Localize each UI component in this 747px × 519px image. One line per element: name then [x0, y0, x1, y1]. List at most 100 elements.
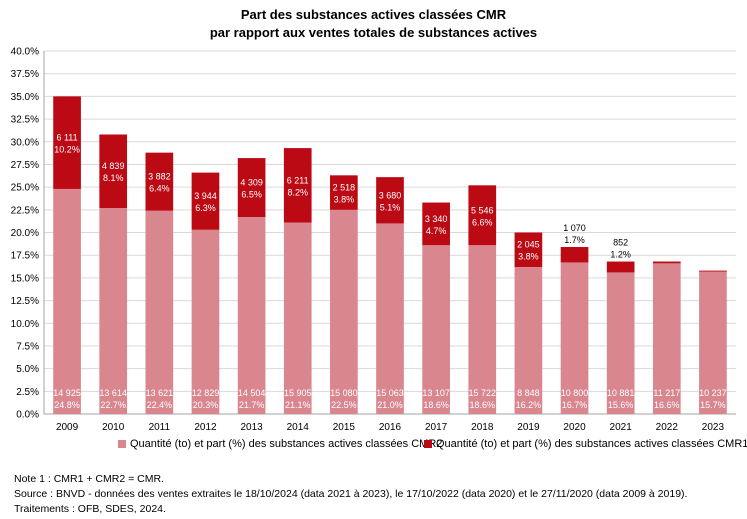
note-line: Note 1 : CMR1 + CMR2 = CMR. — [14, 473, 164, 485]
data-label-cmr1-qty: 1 070 — [563, 223, 586, 233]
data-label-cmr1-qty: 3 882 — [148, 172, 171, 182]
bar-cmr1 — [606, 261, 635, 273]
x-tick-label: 2015 — [333, 422, 356, 433]
data-label-cmr1-pct: 1.2% — [610, 250, 631, 260]
chart-title-line-1: Part des substances actives classées CMR — [240, 7, 507, 22]
data-label-cmr2-pct: 16.2% — [516, 400, 542, 410]
data-label-cmr2-qty: 10 800 — [561, 388, 589, 398]
data-label-cmr2-pct: 15.6% — [608, 400, 634, 410]
data-label-cmr1-pct: 10.2% — [54, 145, 80, 155]
data-label-cmr2-pct: 24.8% — [54, 400, 80, 410]
data-label-cmr1-pct: 8.1% — [103, 173, 124, 183]
bar-cmr2 — [514, 266, 543, 414]
data-label-cmr2-qty: 13 614 — [99, 388, 127, 398]
bar-cmr2 — [330, 209, 358, 414]
x-tick-label: 2023 — [702, 422, 725, 433]
data-label-cmr2-qty: 8 848 — [517, 388, 540, 398]
y-tick-label: 40.0% — [11, 47, 39, 58]
chart-notes: Note 1 : CMR1 + CMR2 = CMR. Source : BNV… — [14, 472, 687, 517]
bar-cmr2 — [560, 262, 589, 414]
legend-label-cmr2: Quantité (to) et part (%) des substances… — [130, 438, 443, 450]
x-tick-label: 2009 — [56, 422, 79, 433]
y-tick-label: 27.5% — [11, 160, 39, 171]
data-label-cmr2-pct: 22.7% — [100, 400, 126, 410]
y-tick-label: 30.0% — [11, 137, 39, 148]
bar-cmr2 — [699, 271, 727, 414]
bar-cmr1 — [237, 158, 266, 218]
x-tick-label: 2010 — [102, 422, 125, 433]
data-label-cmr2-qty: 11 217 — [653, 388, 680, 398]
data-label-cmr1-pct: 6.6% — [472, 217, 493, 227]
data-label-cmr2-qty: 14 925 — [53, 388, 81, 398]
data-label-cmr2-pct: 15.7% — [700, 400, 726, 410]
x-tick-label: 2019 — [517, 422, 540, 433]
chart-title: Part des substances actives classées CMR… — [0, 6, 747, 42]
bar-cmr1 — [145, 152, 174, 211]
y-tick-label: 25.0% — [11, 183, 39, 194]
bar-cmr1 — [283, 148, 312, 223]
data-label-cmr1-qty: 4 839 — [102, 161, 125, 171]
x-tick-label: 2012 — [194, 422, 217, 433]
legend-item-cmr2: Quantité (to) et part (%) des substances… — [118, 438, 442, 450]
data-label-cmr2-qty: 10 881 — [607, 388, 635, 398]
bar-cmr2 — [53, 188, 81, 414]
y-tick-label: 0.0% — [16, 410, 39, 421]
bar-cmr2 — [283, 222, 312, 414]
x-tick-label: 2011 — [149, 422, 171, 433]
data-label-cmr1-pct: 8.2% — [287, 187, 308, 197]
bar-cmr1 — [330, 175, 358, 210]
bar-cmr1 — [699, 270, 727, 272]
data-label-cmr1-pct: 3.8% — [334, 195, 355, 205]
bar-cmr2 — [191, 229, 220, 414]
y-tick-label: 2.5% — [16, 387, 39, 398]
legend-swatch-cmr1 — [424, 440, 432, 448]
data-label-cmr2-qty: 12 829 — [192, 388, 220, 398]
data-label-cmr2-pct: 21.0% — [377, 400, 403, 410]
data-label-cmr1-pct: 4.7% — [426, 226, 447, 236]
data-label-cmr2-qty: 15 063 — [376, 388, 404, 398]
data-label-cmr2-pct: 16.6% — [654, 400, 680, 410]
data-label-cmr1-qty: 4 309 — [240, 178, 263, 188]
x-tick-label: 2014 — [287, 422, 310, 433]
data-label-cmr1-qty: 3 680 — [379, 190, 402, 200]
bar-cmr2 — [606, 272, 635, 414]
x-tick-label: 2022 — [656, 422, 679, 433]
bar-cmr2 — [652, 263, 681, 414]
legend: Quantité (to) et part (%) des substances… — [0, 438, 747, 454]
bar-cmr2 — [145, 210, 174, 414]
y-tick-label: 32.5% — [11, 115, 39, 126]
x-tick-label: 2020 — [563, 422, 586, 433]
bar-cmr2 — [99, 207, 128, 414]
x-tick-label: 2021 — [610, 422, 633, 433]
bar-cmr1 — [560, 247, 589, 263]
data-label-cmr1-qty: 3 340 — [425, 214, 448, 224]
data-label-cmr2-qty: 13 621 — [146, 388, 174, 398]
bar-cmr2 — [468, 245, 497, 414]
data-label-cmr2-pct: 18.6% — [423, 400, 449, 410]
data-label-cmr2-qty: 15 905 — [284, 388, 312, 398]
data-label-cmr2-pct: 21.1% — [285, 400, 311, 410]
data-label-cmr2-qty: 15 722 — [469, 388, 497, 398]
bar-cmr1 — [53, 96, 81, 189]
bar-cmr1 — [422, 202, 450, 246]
data-label-cmr1-pct: 6.3% — [195, 203, 216, 213]
legend-label-cmr1: Quantité (to) et part (%) des substances… — [436, 438, 747, 450]
y-tick-label: 17.5% — [11, 251, 39, 262]
data-label-cmr1-qty: 6 111 — [56, 133, 77, 143]
data-label-cmr2-pct: 21.7% — [239, 400, 265, 410]
data-label-cmr2-pct: 20.3% — [193, 400, 219, 410]
y-tick-label: 5.0% — [16, 364, 39, 375]
data-label-cmr2-qty: 13 107 — [422, 388, 450, 398]
bar-cmr1 — [652, 261, 681, 264]
chart-title-line-2: par rapport aux ventes totales de substa… — [209, 25, 538, 40]
data-label-cmr1-qty: 3 944 — [194, 191, 217, 201]
bar-cmr1 — [468, 185, 497, 246]
y-tick-label: 10.0% — [11, 319, 39, 330]
source-line: Source : BNVD - données des ventes extra… — [14, 488, 688, 500]
data-label-cmr1-qty: 5 546 — [471, 205, 494, 215]
bar-cmr1 — [191, 172, 220, 230]
data-label-cmr1-qty: 852 — [613, 238, 628, 248]
data-label-cmr1-qty: 2 045 — [517, 240, 540, 250]
data-label-cmr2-pct: 22.5% — [331, 400, 357, 410]
y-tick-label: 15.0% — [11, 273, 39, 284]
